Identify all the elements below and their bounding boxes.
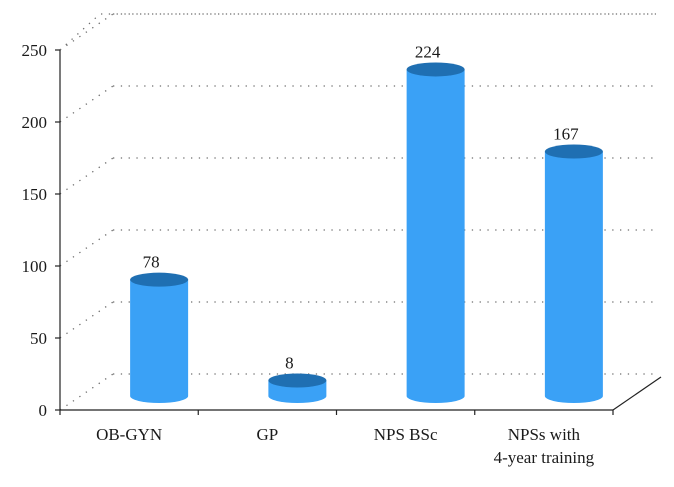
gridline-depth: [59, 301, 114, 339]
y-tick-label: 50: [30, 329, 47, 348]
gridline-depth: [59, 229, 114, 267]
y-tick-label: 150: [22, 185, 48, 204]
data-label: 78: [143, 253, 160, 272]
gridline-depth: [59, 157, 114, 195]
y-tick-label: 250: [22, 41, 48, 60]
gridline-depth: [59, 373, 114, 411]
axes: [55, 49, 662, 415]
y-tick-label: 200: [22, 113, 48, 132]
floor-edge: [612, 376, 662, 411]
labels: 0 50 100 150 200 250 OB-GYN GP NPS BSc NPSs with 4…: [22, 41, 595, 467]
data-label: 224: [415, 42, 441, 61]
gridline-depth: [59, 85, 114, 123]
bar: [544, 144, 603, 403]
x-tick-label: GP: [257, 425, 279, 444]
bars: [130, 62, 603, 403]
x-tick-label: NPS BSc: [374, 425, 438, 444]
bar: [268, 373, 327, 403]
gridline-depth: [59, 13, 101, 51]
data-label: 8: [285, 353, 294, 372]
x-tick-label: NPSs with 4-year training: [494, 425, 595, 467]
y-tick-label: 100: [22, 257, 48, 276]
bar: [406, 62, 465, 403]
x-tick-label: OB-GYN: [96, 425, 162, 444]
gridline-depth: [59, 13, 114, 51]
bar: [130, 272, 189, 403]
data-label: 167: [553, 125, 579, 144]
y-tick-label: 0: [39, 401, 48, 420]
